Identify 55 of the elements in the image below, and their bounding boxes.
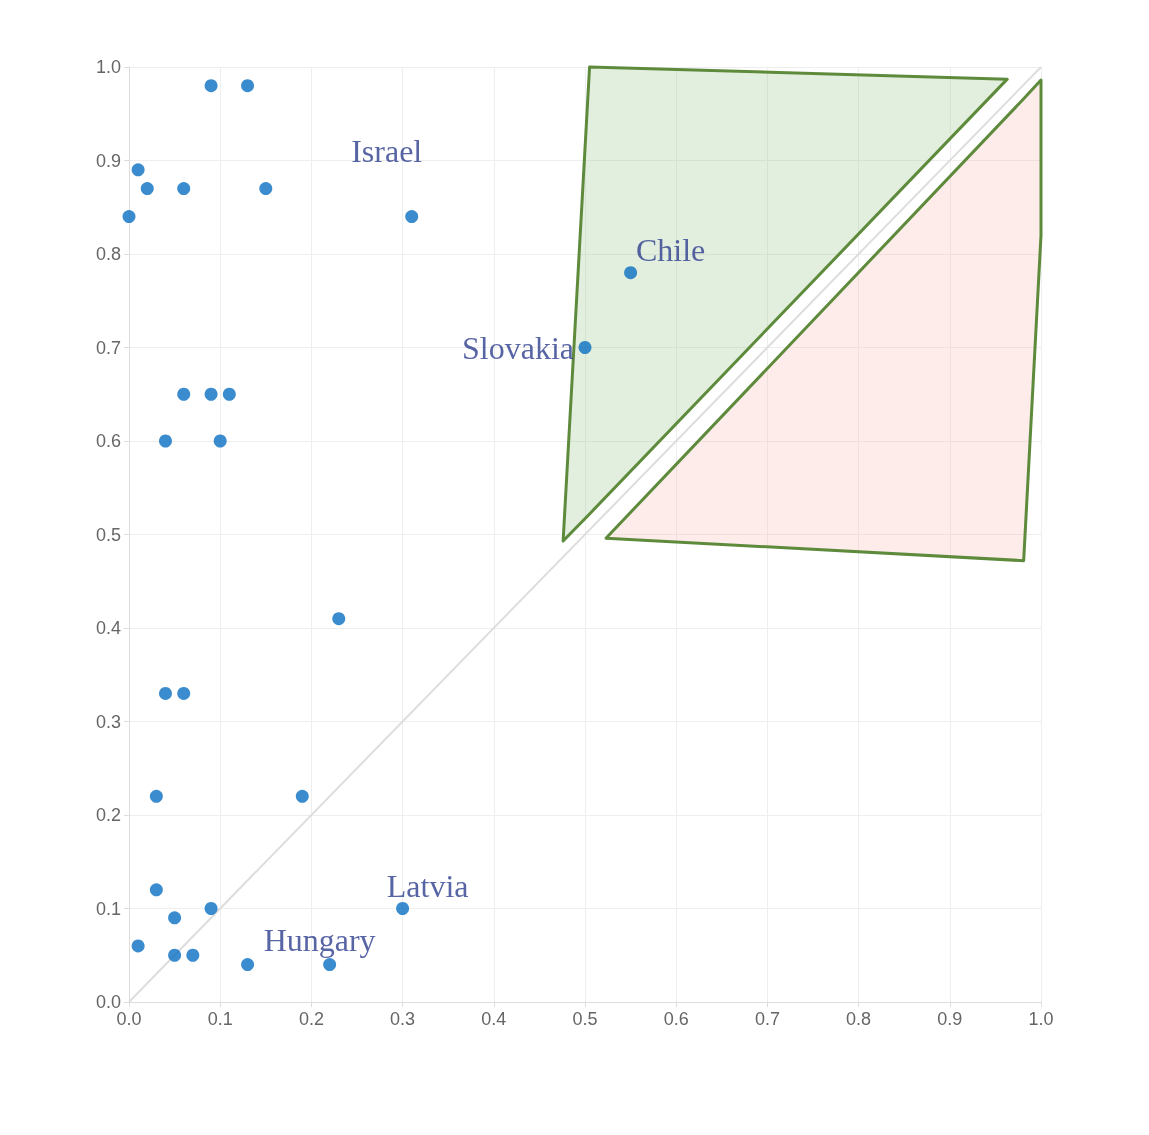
point: [259, 182, 273, 196]
y-tick-label: 1.0: [95, 57, 121, 77]
y-tick-label: 0.8: [95, 244, 121, 264]
point: [624, 266, 638, 280]
x-tick-label: 0.4: [481, 1009, 507, 1029]
point: [204, 902, 218, 915]
point: [213, 434, 227, 448]
y-tick-label: 0.9: [95, 150, 121, 171]
x-tick-label: 0.7: [754, 1009, 780, 1029]
point: [158, 434, 172, 448]
point: [149, 789, 163, 803]
y-tick-label: 0.2: [95, 805, 121, 825]
annotation: Latvia: [386, 867, 469, 904]
point: [186, 948, 200, 962]
point: [131, 939, 145, 953]
x-tick-label: 0.0: [116, 1009, 142, 1029]
y-tick-label: 0.1: [95, 898, 121, 919]
point: [168, 911, 182, 925]
y-tick-label: 0.4: [95, 618, 121, 638]
point: [177, 686, 191, 700]
y-tick-label: 0.6: [95, 431, 121, 451]
point: [149, 883, 163, 897]
point: [222, 387, 236, 401]
point: [578, 341, 592, 354]
point: [396, 902, 410, 915]
point: [177, 387, 191, 401]
point: [241, 79, 255, 93]
point: [204, 79, 218, 93]
x-tick-label: 0.5: [572, 1009, 598, 1029]
point: [140, 182, 154, 196]
y-tick-label: 0.0: [95, 992, 121, 1012]
x-tick-label: 0.2: [298, 1009, 324, 1029]
x-tick-label: 0.1: [207, 1009, 233, 1029]
y-tick-label: 0.3: [95, 711, 121, 732]
point: [177, 182, 191, 196]
point: [241, 958, 255, 972]
y-tick-label: 0.7: [95, 337, 121, 358]
x-tick-label: 0.3: [390, 1009, 416, 1029]
annotation: Israel: [351, 132, 423, 169]
point: [122, 210, 136, 224]
point: [204, 387, 218, 401]
x-tick-label: 1.0: [1028, 1009, 1054, 1029]
annotation: Chile: [635, 231, 706, 268]
x-tick-label: 0.8: [846, 1009, 872, 1029]
point: [323, 958, 337, 972]
point: [332, 612, 346, 626]
point: [158, 686, 172, 700]
point: [295, 789, 309, 803]
x-tick-label: 0.6: [663, 1009, 689, 1029]
point: [131, 163, 145, 177]
y-tick-label: 0.5: [95, 524, 121, 545]
annotation: Hungary: [263, 921, 376, 958]
point: [405, 210, 419, 224]
x-tick-label: 0.9: [937, 1009, 963, 1029]
point: [168, 948, 182, 962]
